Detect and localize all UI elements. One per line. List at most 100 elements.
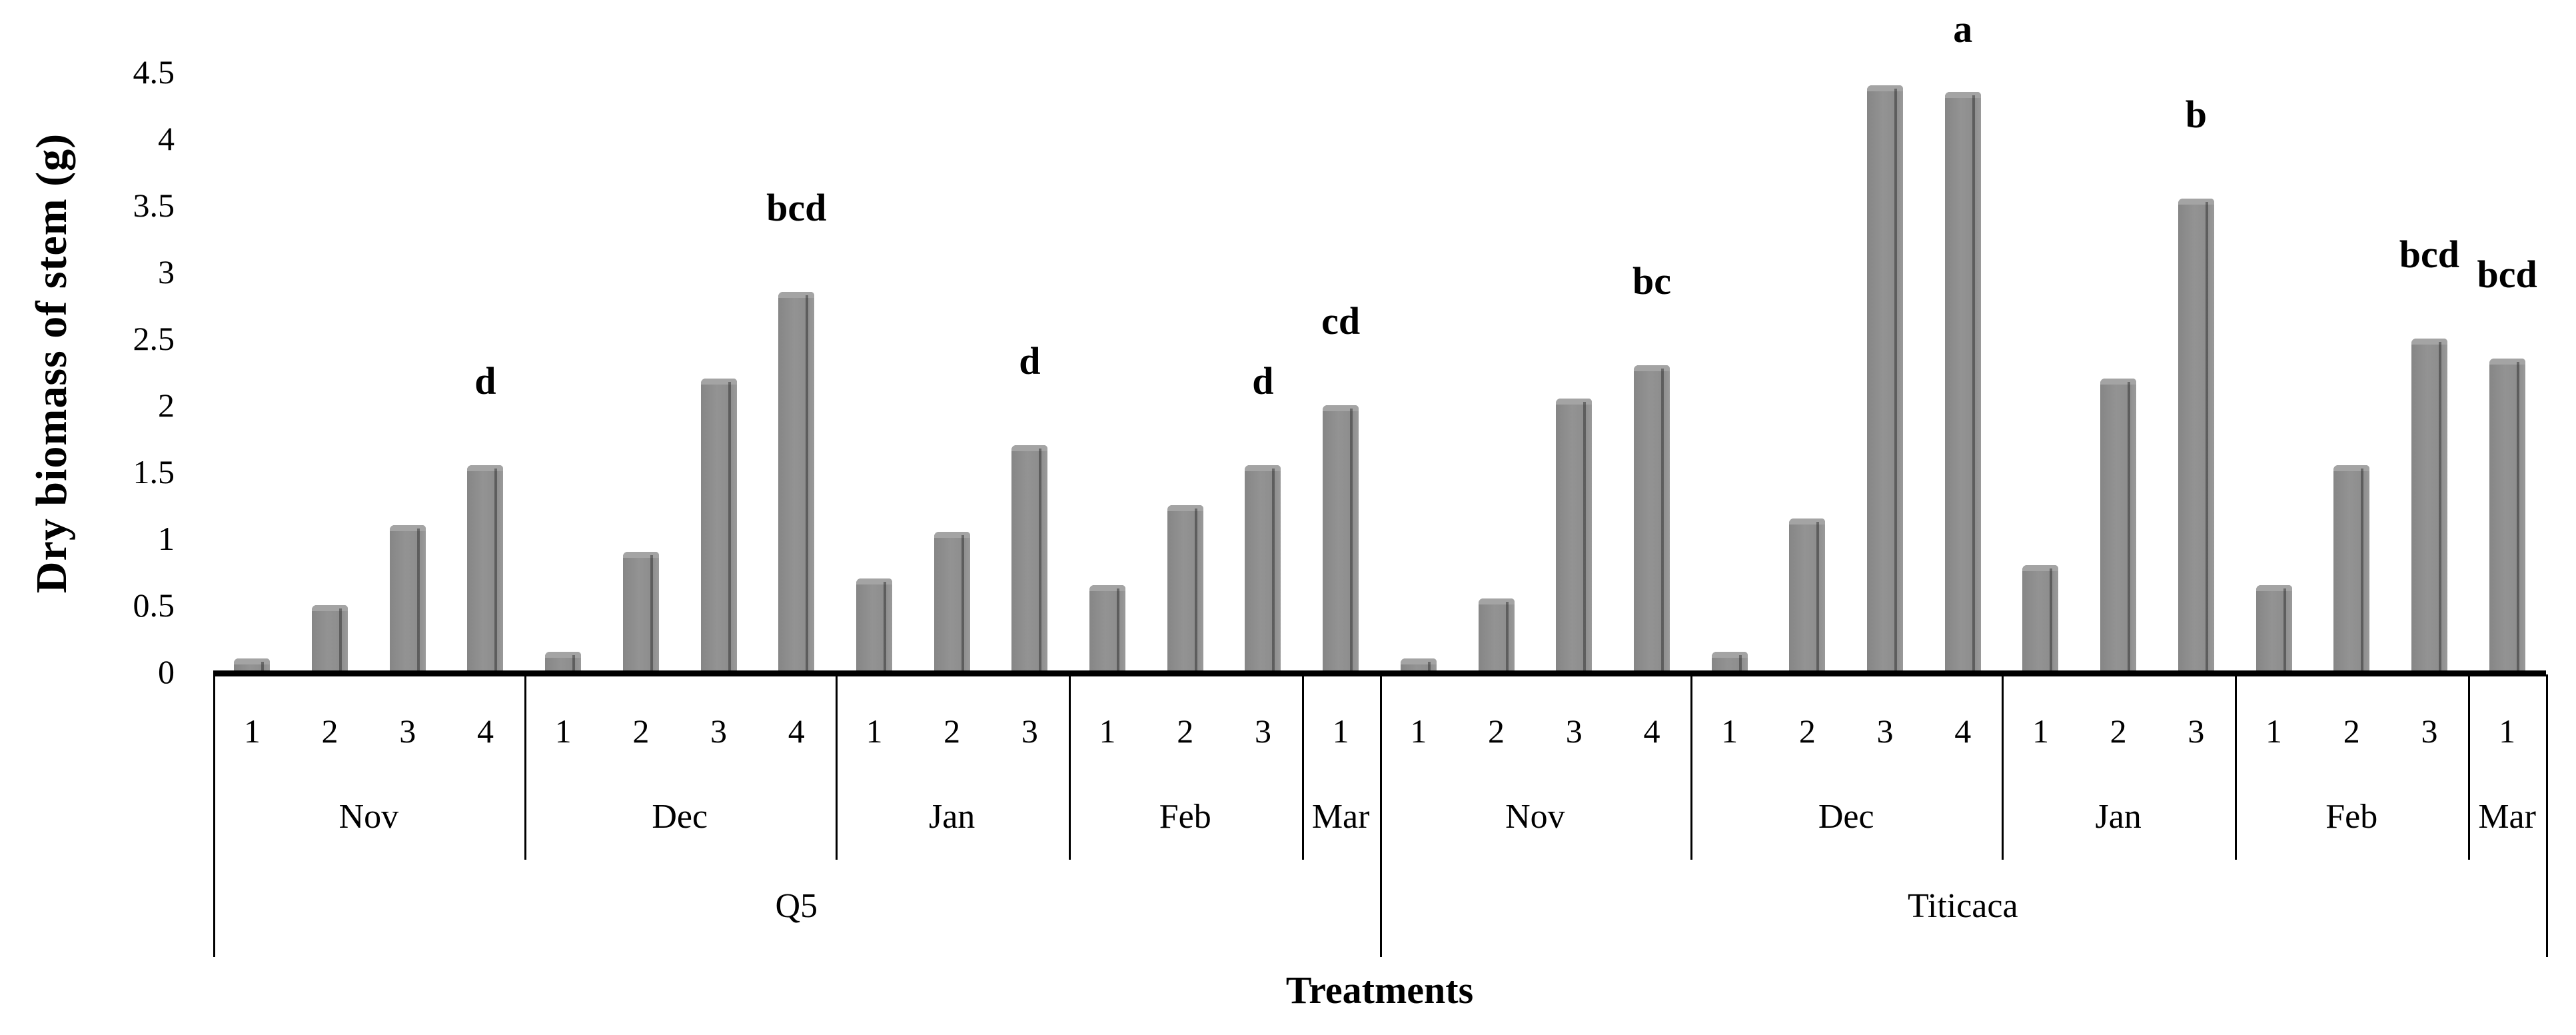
y-tick-label: 3.5	[133, 187, 175, 224]
y-tick-label: 4.5	[133, 53, 175, 91]
month-label: Nov	[1505, 798, 1565, 836]
bar-titicaca-mar-1	[2489, 359, 2525, 672]
bar-q5-dec-1	[545, 652, 581, 672]
treatment-label: 2	[944, 712, 961, 750]
treatment-label: 2	[1488, 712, 1505, 750]
treatment-label: 1	[2265, 712, 2283, 750]
cultivar-label: Titicaca	[1907, 887, 2018, 925]
significance-letter: d	[1019, 339, 1041, 383]
bar-titicaca-nov-3	[1556, 399, 1592, 672]
cultivar-separator	[2546, 674, 2548, 957]
month-separator	[524, 674, 526, 860]
treatment-label: 3	[710, 712, 728, 750]
bar-q5-nov-3	[390, 525, 426, 672]
y-tick-label: 4	[158, 120, 175, 157]
treatment-label: 4	[1643, 712, 1660, 750]
treatment-label: 1	[1721, 712, 1738, 750]
bar-titicaca-feb-1	[2256, 585, 2292, 672]
bar-q5-feb-3	[1245, 465, 1281, 672]
significance-letter: bcd	[766, 186, 827, 229]
treatment-label: 1	[2032, 712, 2049, 750]
significance-letter: bcd	[2399, 233, 2460, 276]
month-separator	[2235, 674, 2237, 860]
treatment-label: 2	[2343, 712, 2360, 750]
month-label: Mar	[1311, 798, 1370, 836]
cultivar-label: Q5	[775, 887, 818, 925]
bar-titicaca-dec-2	[1789, 518, 1825, 672]
x-axis-title: Treatments	[1285, 968, 1474, 1012]
treatment-label: 2	[321, 712, 338, 750]
month-label: Jan	[2095, 798, 2142, 836]
treatment-label: 1	[2499, 712, 2516, 750]
treatment-label: 3	[2421, 712, 2438, 750]
month-separator	[836, 674, 838, 860]
treatment-label: 1	[1410, 712, 1427, 750]
treatment-label: 2	[1798, 712, 1816, 750]
bar-titicaca-jan-3	[2178, 199, 2214, 672]
bar-titicaca-feb-2	[2333, 465, 2369, 672]
bar-q5-jan-2	[934, 532, 970, 672]
y-tick-label: 1.5	[133, 453, 175, 491]
treatment-label: 4	[788, 712, 805, 750]
treatment-label: 3	[399, 712, 416, 750]
significance-letter: d	[1252, 359, 1274, 403]
month-separator	[2002, 674, 2004, 860]
treatment-label: 4	[1954, 712, 1972, 750]
bar-titicaca-dec-1	[1712, 652, 1748, 672]
bar-q5-nov-4	[467, 465, 503, 672]
y-tick-label: 2	[158, 387, 175, 424]
bar-q5-feb-1	[1089, 585, 1125, 672]
treatment-label: 1	[1332, 712, 1349, 750]
bar-titicaca-jan-1	[2022, 565, 2058, 672]
bar-titicaca-nov-4	[1634, 365, 1670, 672]
month-label: Dec	[652, 798, 708, 836]
month-separator	[1069, 674, 1071, 860]
month-label: Dec	[1818, 798, 1874, 836]
treatment-label: 3	[1021, 712, 1038, 750]
treatment-label: 3	[1254, 712, 1271, 750]
significance-letter: bcd	[2477, 253, 2537, 296]
y-tick-label: 1	[158, 520, 175, 557]
month-separator	[1302, 674, 1304, 860]
treatment-label: 3	[2188, 712, 2205, 750]
significance-letter: bc	[1632, 259, 1671, 303]
treatment-label: 4	[476, 712, 494, 750]
month-label: Jan	[928, 798, 975, 836]
bar-q5-mar-1	[1323, 405, 1359, 672]
x-axis-line	[213, 670, 2546, 676]
month-label: Feb	[2325, 798, 2378, 836]
treatment-label: 1	[243, 712, 261, 750]
month-label: Feb	[1159, 798, 1211, 836]
significance-letter: d	[474, 359, 496, 403]
bar-titicaca-nov-1	[1401, 658, 1437, 672]
month-separator	[2468, 674, 2470, 860]
treatment-label: 2	[2110, 712, 2127, 750]
bar-titicaca-dec-4	[1945, 92, 1981, 672]
bar-q5-dec-4	[778, 292, 814, 672]
bar-q5-nov-2	[312, 605, 348, 672]
month-label: Mar	[2478, 798, 2536, 836]
cultivar-separator	[213, 674, 215, 957]
bar-titicaca-dec-3	[1867, 85, 1903, 672]
bar-q5-feb-2	[1167, 505, 1203, 672]
cultivar-separator	[1380, 674, 1382, 957]
treatment-label: 1	[1099, 712, 1116, 750]
treatment-label: 3	[1876, 712, 1894, 750]
bar-titicaca-feb-3	[2411, 339, 2447, 672]
bar-titicaca-jan-2	[2100, 379, 2136, 672]
treatment-label: 2	[1177, 712, 1194, 750]
bar-titicaca-nov-2	[1479, 598, 1515, 672]
treatment-label: 1	[554, 712, 572, 750]
treatment-label: 1	[866, 712, 883, 750]
significance-letter: cd	[1321, 299, 1361, 343]
y-tick-label: 2.5	[133, 320, 175, 357]
bar-q5-jan-3	[1011, 445, 1047, 672]
bar-q5-jan-1	[856, 578, 892, 672]
bar-q5-nov-1	[234, 658, 270, 672]
significance-letter: a	[1953, 7, 1973, 51]
treatment-label: 3	[1565, 712, 1583, 750]
bar-q5-dec-2	[623, 552, 659, 672]
significance-letter: b	[2185, 93, 2207, 136]
y-tick-label: 3	[158, 253, 175, 291]
bar-q5-dec-3	[701, 379, 737, 672]
